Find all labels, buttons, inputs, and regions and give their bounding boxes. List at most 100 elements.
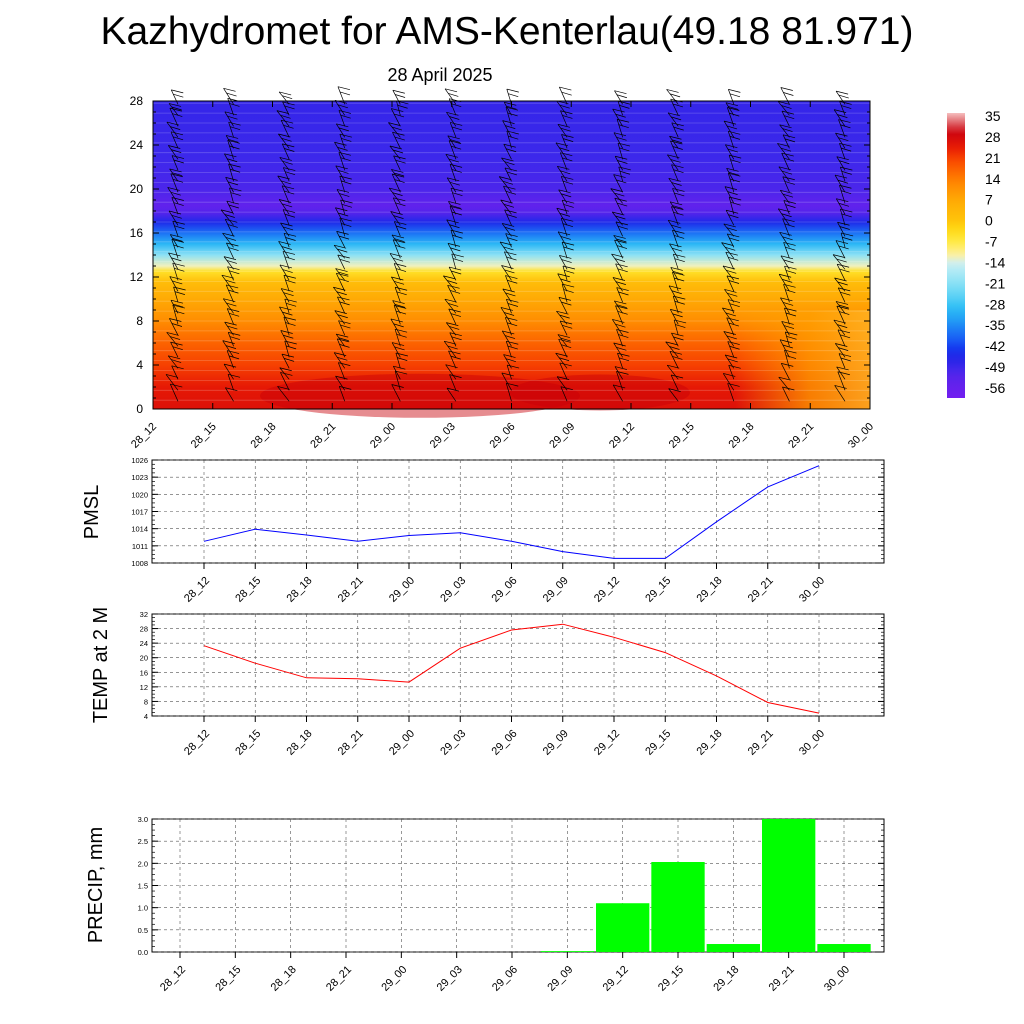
y-tick-label: 0.0 xyxy=(138,948,148,957)
precip-bar xyxy=(651,862,705,952)
y-tick-label: 1.5 xyxy=(138,882,148,891)
wind-barb-staff xyxy=(165,374,179,391)
wind-barb-staff xyxy=(279,157,290,171)
wind-barb-flag xyxy=(668,177,681,182)
wind-barb-staff xyxy=(225,387,234,402)
wind-barb-staff xyxy=(614,366,623,380)
wind-barb xyxy=(448,201,461,215)
precip-bar xyxy=(762,819,816,952)
wind-barb-staff xyxy=(726,107,735,127)
wind-barb xyxy=(500,199,515,215)
wind-barb-staff xyxy=(837,329,846,347)
wind-barb xyxy=(614,155,628,171)
wind-barb-flag xyxy=(279,91,292,96)
chart-title: Kazhydromet for AMS-Kenterlau(49.18 81.9… xyxy=(100,10,914,53)
wind-barb-flag xyxy=(392,342,405,346)
wind-barb-flag xyxy=(502,288,515,293)
wind-barb-staff xyxy=(396,100,401,116)
wind-barb-flag xyxy=(617,352,630,357)
wind-barb-flag xyxy=(616,238,627,243)
wind-barb xyxy=(170,341,183,358)
wind-barb-staff xyxy=(728,196,735,215)
wind-barb-flag xyxy=(619,170,631,175)
wind-barb-flag xyxy=(840,357,851,362)
x-tick-label: 29_00 xyxy=(379,964,409,994)
y-axis-label: PMSL xyxy=(81,485,103,539)
wind-barb-staff xyxy=(167,187,179,204)
wind-barb-flag xyxy=(339,193,350,197)
wind-barb-flag xyxy=(446,322,459,326)
wind-barb xyxy=(614,300,627,314)
y-tick-label: 20 xyxy=(140,654,148,663)
wind-barb xyxy=(278,199,293,215)
wind-barb-flag xyxy=(840,166,853,171)
wind-barb-flag xyxy=(392,192,403,196)
wind-barb-flag xyxy=(279,199,292,203)
x-tick-label: 28_18 xyxy=(285,575,315,605)
wind-barb-flag xyxy=(783,302,794,306)
wind-barb-staff xyxy=(339,217,346,237)
wind-barb-flag xyxy=(561,301,572,306)
wind-barb-flag xyxy=(832,254,846,258)
wind-barb-flag xyxy=(335,375,348,380)
wind-barb-flag xyxy=(228,204,239,209)
wind-barb xyxy=(555,352,570,369)
wind-barb xyxy=(443,275,458,292)
wind-barb-flag xyxy=(281,119,294,124)
wind-barb-flag xyxy=(614,366,628,370)
wind-barb-staff xyxy=(613,174,623,193)
wind-barb-flag xyxy=(728,172,741,177)
wind-barb-flag xyxy=(285,345,297,350)
wind-barb xyxy=(726,167,739,182)
wind-barb-staff xyxy=(839,101,846,116)
x-tick-label: 28_12 xyxy=(129,421,159,451)
wind-barb-staff xyxy=(170,341,179,358)
wind-barb xyxy=(223,87,237,105)
wind-barb-flag xyxy=(278,241,291,245)
wind-barb-flag xyxy=(669,350,683,355)
wind-barb xyxy=(840,166,853,182)
wind-barb-staff xyxy=(560,110,568,127)
wind-barb xyxy=(335,375,348,391)
wind-barb xyxy=(779,339,793,358)
wind-barb-flag xyxy=(561,91,572,96)
wind-barb xyxy=(444,88,459,105)
wind-barb-staff xyxy=(280,330,290,347)
wind-barb-staff xyxy=(673,319,679,336)
wind-barb-flag xyxy=(170,299,184,304)
wind-barb-staff xyxy=(391,173,401,193)
wind-barb-flag xyxy=(168,252,181,257)
wind-barb-flag xyxy=(722,265,736,270)
wind-barb xyxy=(504,209,517,226)
wind-barb-staff xyxy=(336,338,346,358)
wind-barb xyxy=(167,355,182,369)
wind-barb-flag xyxy=(504,161,515,165)
wind-barb-staff xyxy=(505,107,512,127)
wind-barb xyxy=(835,240,849,259)
wind-barb-staff xyxy=(783,200,790,215)
wind-barb-staff xyxy=(281,143,290,160)
wind-barb-staff xyxy=(278,241,290,259)
wind-barb-staff xyxy=(784,349,790,369)
wind-barb-flag xyxy=(556,310,569,315)
wind-barb-flag xyxy=(729,112,740,117)
wind-barb-flag xyxy=(616,179,627,184)
wind-barb-flag xyxy=(777,143,790,147)
wind-barb-flag xyxy=(504,269,515,274)
wind-barb-flag xyxy=(836,156,849,161)
wind-barb-flag xyxy=(341,203,352,208)
x-tick-label: 29_21 xyxy=(746,728,776,758)
wind-barb-flag xyxy=(673,169,684,174)
wind-barb xyxy=(391,384,404,402)
wind-barb-flag xyxy=(672,139,683,144)
wind-barb-staff xyxy=(672,296,679,314)
x-tick-label: 29_18 xyxy=(695,575,725,605)
wind-barb xyxy=(171,197,184,215)
wind-barb-flag xyxy=(173,93,184,98)
wind-barb-flag xyxy=(170,131,184,136)
wind-barb-staff xyxy=(449,374,457,391)
wind-barb-flag xyxy=(559,255,572,259)
wind-barb-flag xyxy=(667,364,680,369)
wind-barb-staff xyxy=(670,98,679,116)
wind-barb xyxy=(336,231,350,248)
